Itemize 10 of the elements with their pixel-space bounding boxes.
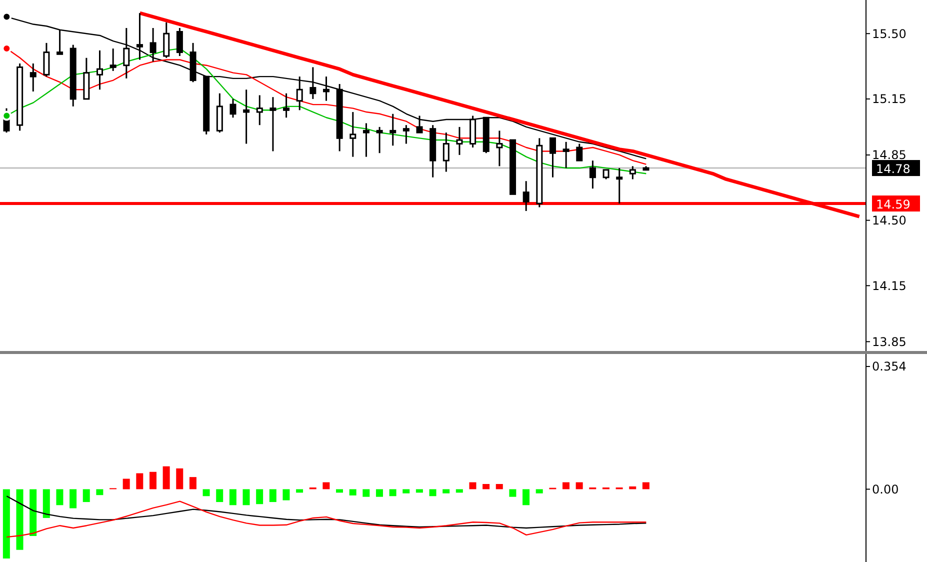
y-tick-label: 0.354 [872, 360, 906, 374]
y-tick-label: 13.85 [872, 334, 906, 349]
y-tick-label: 14.15 [872, 278, 906, 293]
ref-line-label: 14.78 [876, 162, 910, 176]
y-tick-label: 15.15 [872, 92, 906, 106]
y-tick-label: 0.00 [872, 482, 899, 496]
y-tick-label: 15.50 [872, 26, 906, 41]
y-tick-label: 14.50 [872, 214, 906, 228]
y-tick-label: 14.85 [872, 148, 906, 162]
ref-line-label: 14.59 [876, 198, 910, 212]
